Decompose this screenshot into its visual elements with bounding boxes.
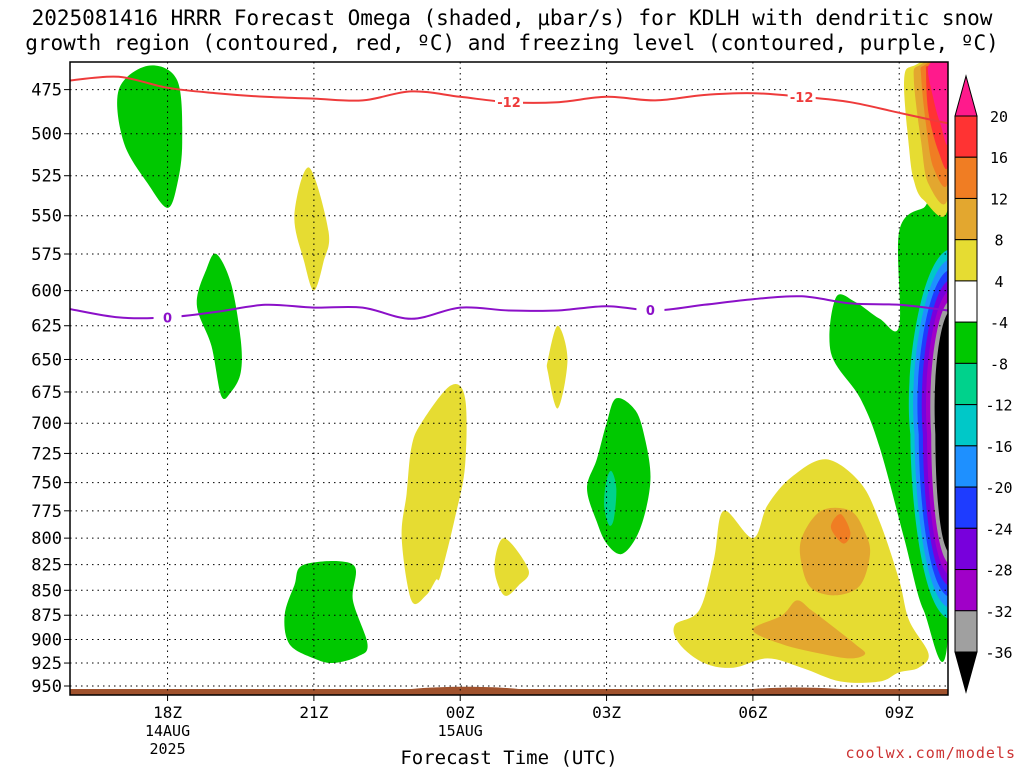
omega_yellow_4: [494, 538, 529, 596]
colorbar-box--32_-36: [954, 610, 978, 653]
y-tick-label-550: 550: [31, 207, 62, 227]
freezing_level-label-bg-1: [636, 302, 665, 319]
dgz_minus12-label-0: -12: [497, 96, 521, 111]
y-tick-label-700: 700: [31, 414, 62, 434]
title-line-2: growth region (contoured, red, ºC) and f…: [25, 31, 999, 55]
x-tick-date-18Z: 14AUG: [145, 722, 190, 740]
y-tick-label-825: 825: [31, 556, 62, 576]
y-tick-label-500: 500: [31, 125, 62, 145]
colorbar-top-arrow: [954, 74, 978, 117]
colorbar-label--4: -4: [990, 314, 1008, 332]
omega_green_4: [587, 397, 651, 555]
colorbar-box--20_-24: [954, 486, 978, 529]
freezing_level-label-bg-0: [153, 309, 182, 326]
omega_teal_1: [604, 470, 617, 526]
colorbar-label--16: -16: [985, 438, 1012, 456]
colorbar-label-20: 20: [990, 108, 1008, 126]
y-tick-label-950: 950: [31, 677, 62, 697]
plot-frame: [69, 61, 949, 696]
colorbar-box-12_8: [954, 197, 978, 241]
plot-area: -12 -12 0 0: [70, 62, 948, 695]
colorbar-box-4_-4: [954, 280, 978, 323]
omega_green_3: [284, 561, 368, 664]
omega_magenta_top: [927, 62, 948, 145]
credit-text: coolwx.com/models: [845, 744, 1016, 762]
y-tick-label-850: 850: [31, 581, 62, 601]
terrain-surface: [70, 686, 948, 695]
colorbar-box--24_-28: [954, 527, 978, 571]
colorbar-label--36: -36: [985, 644, 1012, 662]
freezing_level-line: [70, 295, 948, 320]
x-tick-label-06Z: 06Z: [738, 703, 767, 722]
omega_yellow_1: [294, 167, 330, 291]
x-tick-date-00Z: 15AUG: [438, 722, 483, 740]
colorbar-box-8_4: [954, 239, 978, 282]
colorbar-label-12: 12: [990, 190, 1008, 208]
y-tick-label-900: 900: [31, 630, 62, 650]
omega_green_1: [117, 65, 183, 208]
x-tick-label-09Z: 09Z: [885, 703, 914, 722]
y-tick-label-600: 600: [31, 282, 62, 302]
colorbar-label-4: 4: [994, 273, 1003, 291]
colorbar-label--20: -20: [985, 479, 1012, 497]
colorbar-label-8: 8: [994, 232, 1003, 250]
x-tick-year-18Z: 2025: [149, 740, 185, 758]
y-tick-label-875: 875: [31, 606, 62, 626]
axes: 475 500 525 550 575 600 625 650 675 700 725 750 775 8…: [31, 61, 949, 768]
chart-title: 2025081416 HRRR Forecast Omega (shaded, …: [0, 6, 1024, 56]
y-tick-label-675: 675: [31, 383, 62, 403]
colorbar-box-20_16: [954, 115, 978, 158]
colorbar: 20 16 12 8 4 -4 -8 -12 -16 -20 -24 -28 -32 -36: [954, 74, 1013, 694]
y-tick-label-775: 775: [31, 502, 62, 522]
freezing_level-label-1: 0: [646, 304, 655, 319]
x-axis-title: Forecast Time (UTC): [400, 747, 617, 768]
freezing_level-label-0: 0: [163, 311, 172, 326]
omega_orange_1: [799, 507, 871, 596]
y-tick-label-725: 725: [31, 444, 62, 464]
dgz_minus12-label-bg-0: [495, 94, 523, 111]
colorbar-bottom-arrow: [954, 651, 978, 694]
colorbar-label-16: 16: [990, 149, 1008, 167]
y-tick-label-925: 925: [31, 654, 62, 674]
x-tick-label-18Z: 18Z: [153, 703, 182, 722]
colorbar-box--28_-32: [954, 569, 978, 612]
y-tick-label-625: 625: [31, 317, 62, 337]
x-tick-label-00Z: 00Z: [446, 703, 475, 722]
y-tick-label-800: 800: [31, 529, 62, 549]
omega_orange_2: [752, 600, 866, 659]
omega_green_2: [196, 253, 242, 400]
y-tick-label-750: 750: [31, 474, 62, 494]
omega_dark_orange_1: [830, 514, 851, 544]
colorbar-box--4_-8: [954, 321, 978, 364]
colorbar-label--12: -12: [985, 397, 1012, 415]
colorbar-label--8: -8: [990, 355, 1008, 373]
omega_yellow_3: [546, 325, 568, 409]
dgz_minus12-label-bg-1: [787, 88, 816, 105]
colorbar-label--32: -32: [985, 603, 1012, 621]
y-tick-label-475: 475: [31, 81, 62, 101]
y-tick-label-650: 650: [31, 350, 62, 370]
dgz_minus12-label-1: -12: [790, 91, 814, 106]
omega_green_5: [829, 175, 948, 662]
y-tick-label-525: 525: [31, 167, 62, 187]
y-tick-label-575: 575: [31, 245, 62, 265]
colorbar-label--28: -28: [985, 562, 1012, 580]
colorbar-box--8_-12: [954, 362, 978, 406]
x-tick-label-03Z: 03Z: [592, 703, 621, 722]
colorbar-label--24: -24: [985, 520, 1012, 538]
title-line-1: 2025081416 HRRR Forecast Omega (shaded, …: [31, 6, 993, 30]
colorbar-box--12_-16: [954, 404, 978, 447]
omega_yellow_2: [401, 383, 467, 605]
colorbar-box--16_-20: [954, 445, 978, 488]
omega_yellow_5: [673, 459, 929, 683]
colorbar-box-16_12: [954, 156, 978, 199]
x-tick-label-21Z: 21Z: [299, 703, 328, 722]
strong-ascent-band-6: [934, 312, 948, 552]
